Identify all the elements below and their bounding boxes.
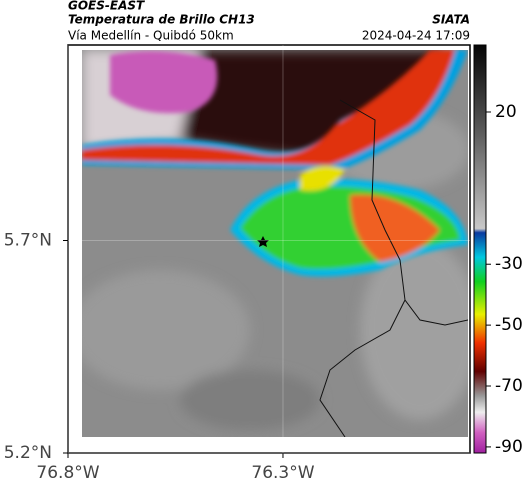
- axes: 76.8°W 76.3°W 5.7°N 5.2°N 20 -30 -50 -70 -90: [4, 45, 523, 483]
- colorbar-tick-label: -70: [495, 376, 523, 396]
- y-tick-label: 5.7°N: [4, 231, 52, 251]
- source: SIATA: [432, 13, 470, 27]
- colorbar-tick-label: -90: [495, 437, 523, 457]
- x-tick-label: 76.8°W: [36, 463, 99, 483]
- map-frame: [67, 44, 471, 454]
- colorbar: [473, 44, 487, 454]
- y-tick-label: 5.2°N: [4, 443, 52, 463]
- x-tick-label: 76.3°W: [251, 463, 314, 483]
- datetime: 2024-04-24 17:09: [362, 29, 470, 43]
- title: GOES-EAST: [68, 0, 145, 13]
- route: Vía Medellín - Quibdó 50km: [68, 29, 234, 43]
- subtitle: Temperatura de Brillo CH13: [68, 13, 255, 27]
- satellite-image: [82, 50, 468, 437]
- header: GOES-EAST Temperatura de Brillo CH13 Vía…: [68, 0, 470, 43]
- colorbar-tick-label: 20: [495, 102, 517, 122]
- colorbar-tick-label: -50: [495, 315, 523, 335]
- colorbar-tick-label: -30: [495, 254, 523, 274]
